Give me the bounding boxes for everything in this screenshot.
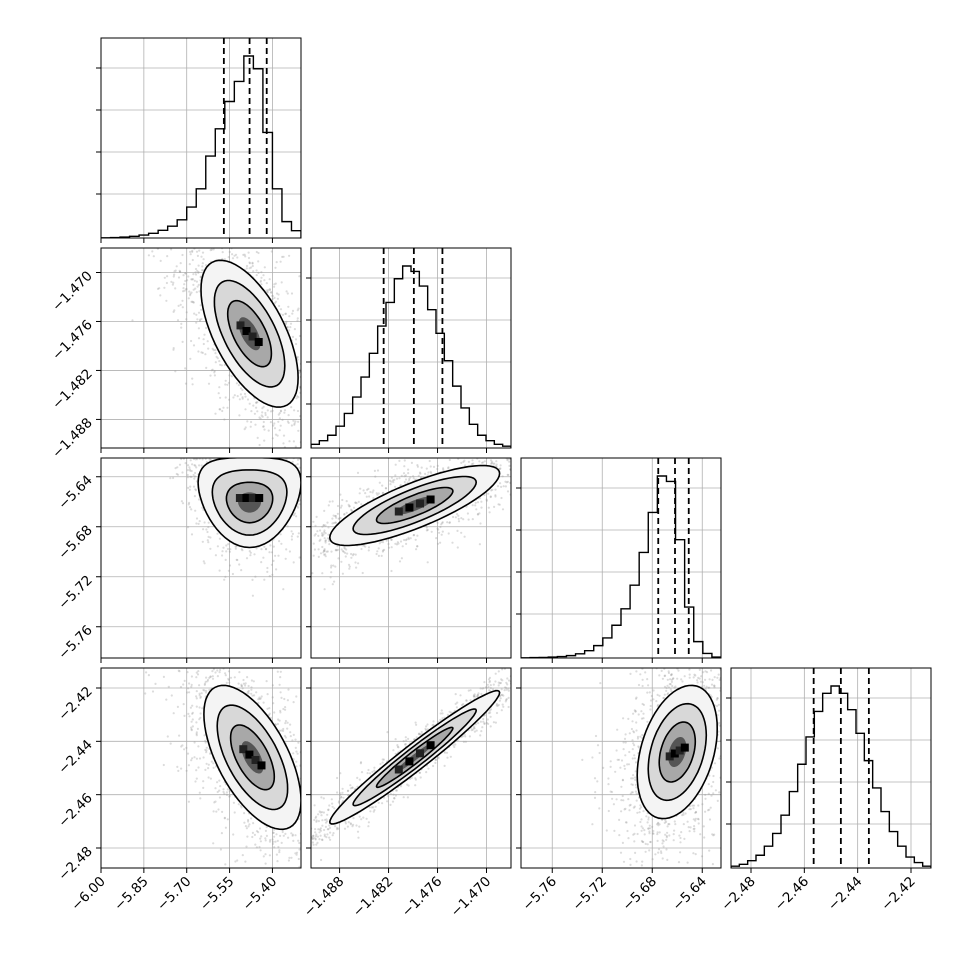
panel-frame [100, 457, 302, 659]
x-tick-label: −1.476 [399, 874, 446, 921]
panel-frame [100, 667, 302, 869]
x-tick-label: −1.482 [350, 874, 397, 921]
scatter-panel-0-3 [100, 667, 302, 869]
panel-frame [520, 667, 722, 869]
scatter-panel-0-1 [100, 247, 302, 449]
density-core [394, 495, 435, 516]
histogram-step [521, 475, 721, 658]
y-tick-label: −1.488 [49, 415, 96, 462]
x-tick-label: −5.76 [520, 874, 561, 915]
histogram-step [311, 265, 511, 448]
hist-panel-2 [516, 457, 722, 659]
density-core [239, 745, 266, 770]
y-tick-label: −2.48 [55, 844, 96, 885]
density-contour [395, 496, 434, 515]
y-tick-label: −1.482 [49, 366, 96, 413]
y-tick-label: −5.72 [55, 572, 96, 613]
histogram-step [101, 55, 301, 238]
scatter-panel-1-3 [310, 667, 512, 869]
y-tick-label: −2.42 [55, 684, 96, 725]
density-core [665, 743, 689, 761]
x-tick-label: −5.40 [240, 874, 281, 915]
x-tick-label: −2.46 [772, 874, 813, 915]
y-tick-label: −1.476 [49, 317, 96, 364]
x-tick-label: −5.70 [154, 874, 195, 915]
panel-frame [100, 37, 302, 239]
x-tick-label: −2.42 [878, 874, 919, 915]
scatter-panel-1-2 [310, 457, 512, 659]
scatter-panel-2-3 [520, 667, 722, 869]
y-tick-label: −2.46 [55, 790, 96, 831]
x-tick-label: −1.470 [448, 874, 495, 921]
x-tick-label: −5.68 [620, 874, 661, 915]
density-contour [395, 742, 434, 773]
panel-frame [100, 247, 302, 449]
y-tick-label: −1.470 [49, 268, 96, 315]
x-tick-label: −5.72 [570, 874, 611, 915]
hist-panel-0 [96, 37, 302, 239]
y-tick-label: −2.44 [55, 737, 96, 778]
panel-frame [310, 667, 512, 869]
y-tick-label: −5.68 [55, 522, 96, 563]
x-tick-label: −5.55 [197, 874, 238, 915]
x-tick-label: −1.488 [301, 874, 348, 921]
density-core [394, 741, 435, 774]
panel-frame [520, 457, 722, 659]
x-tick-label: −2.48 [718, 874, 759, 915]
y-tick-label: −5.64 [55, 472, 96, 513]
histogram-step [731, 685, 931, 868]
hist-panel-3 [726, 667, 932, 869]
scatter-panel-0-2 [100, 457, 302, 659]
panel-frame [730, 667, 932, 869]
x-tick-label: −5.64 [670, 874, 711, 915]
panel-frame [310, 247, 512, 449]
density-core [235, 494, 264, 502]
x-tick-label: −5.85 [111, 874, 152, 915]
x-tick-label: −6.00 [68, 874, 109, 915]
hist-panel-1 [306, 247, 512, 449]
y-tick-label: −5.76 [55, 622, 96, 663]
x-tick-label: −2.44 [825, 874, 866, 915]
panel-frame [310, 457, 512, 659]
density-core [236, 321, 263, 346]
